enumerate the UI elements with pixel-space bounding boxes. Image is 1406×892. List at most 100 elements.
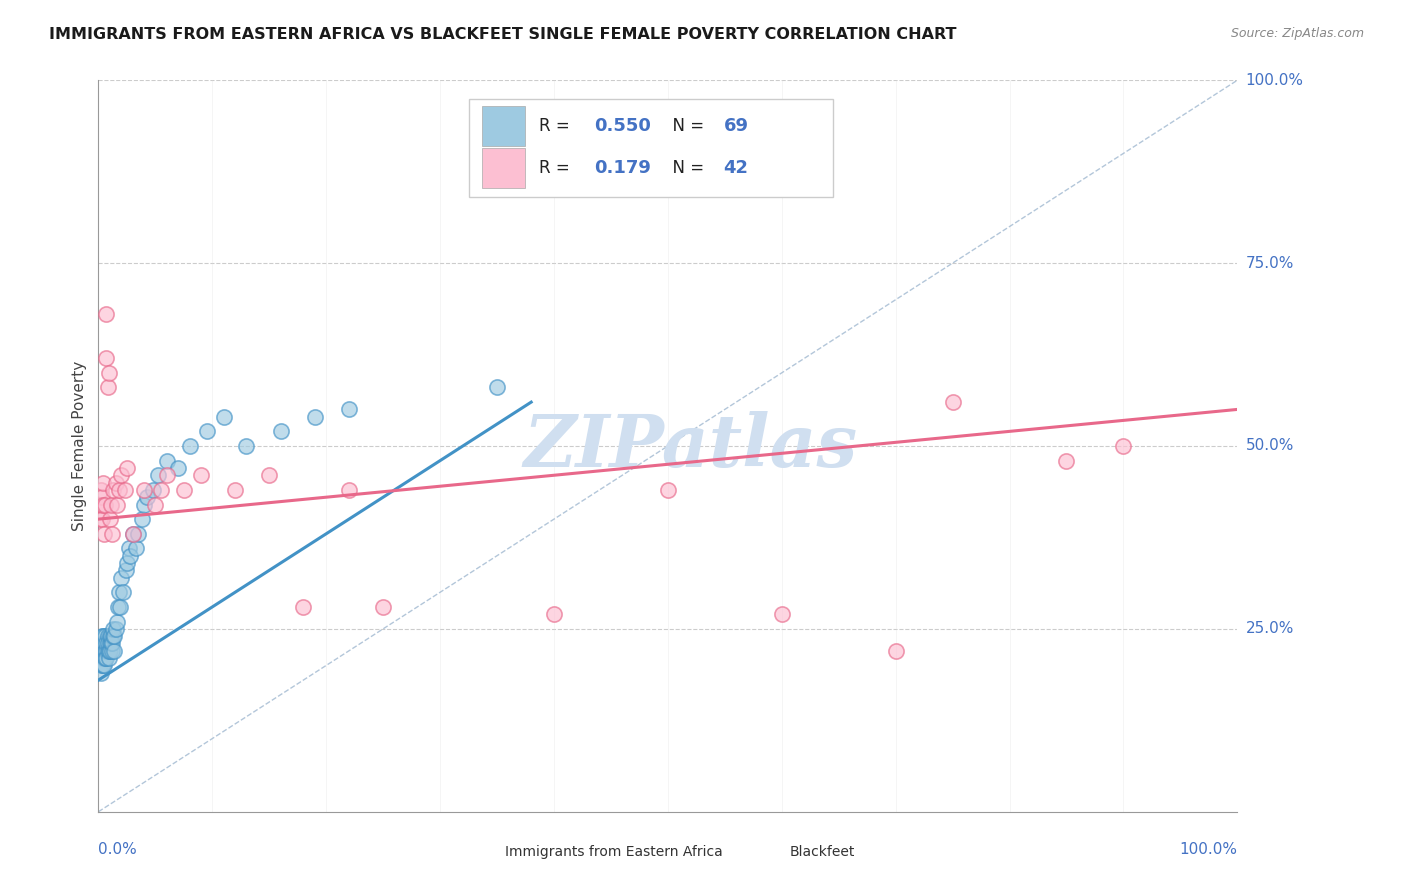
- Point: [96, 380, 118, 394]
- Point: [90, 629, 112, 643]
- Point: [90, 665, 112, 680]
- Text: 0.179: 0.179: [593, 159, 651, 177]
- Point: [101, 644, 124, 658]
- Point: [292, 599, 315, 614]
- Point: [125, 541, 148, 556]
- Point: [118, 541, 141, 556]
- Text: IMMIGRANTS FROM EASTERN AFRICA VS BLACKFEET SINGLE FEMALE POVERTY CORRELATION CH: IMMIGRANTS FROM EASTERN AFRICA VS BLACKF…: [49, 27, 956, 42]
- Point: [89, 644, 111, 658]
- Point: [91, 644, 114, 658]
- Point: [173, 483, 195, 497]
- FancyBboxPatch shape: [463, 838, 491, 867]
- Point: [112, 585, 135, 599]
- Point: [371, 599, 394, 614]
- Point: [224, 483, 246, 497]
- Point: [115, 556, 138, 570]
- Point: [90, 644, 112, 658]
- Point: [121, 526, 143, 541]
- Text: R =: R =: [538, 118, 575, 136]
- Point: [110, 468, 132, 483]
- Text: 100.0%: 100.0%: [1246, 73, 1303, 87]
- Text: 75.0%: 75.0%: [1246, 256, 1294, 270]
- Point: [90, 636, 112, 650]
- Point: [93, 651, 115, 665]
- Point: [337, 402, 360, 417]
- Text: 100.0%: 100.0%: [1180, 842, 1237, 857]
- Point: [259, 468, 281, 483]
- Point: [167, 461, 190, 475]
- Point: [108, 599, 131, 614]
- Text: 0.0%: 0.0%: [98, 842, 138, 857]
- Point: [108, 483, 131, 497]
- Point: [1054, 453, 1078, 467]
- Text: N =: N =: [662, 159, 710, 177]
- Point: [942, 395, 965, 409]
- Point: [145, 498, 167, 512]
- Point: [142, 483, 165, 497]
- Point: [304, 409, 326, 424]
- Point: [96, 651, 118, 665]
- Point: [657, 483, 679, 497]
- Point: [543, 607, 565, 622]
- Point: [101, 526, 124, 541]
- Point: [91, 629, 114, 643]
- Point: [96, 629, 118, 643]
- Point: [94, 644, 117, 658]
- Point: [97, 644, 120, 658]
- Point: [97, 366, 120, 380]
- Point: [108, 585, 131, 599]
- Point: [96, 644, 118, 658]
- Point: [146, 468, 169, 483]
- Point: [136, 490, 159, 504]
- FancyBboxPatch shape: [482, 106, 526, 146]
- Point: [131, 512, 153, 526]
- Point: [150, 483, 173, 497]
- Point: [94, 498, 117, 512]
- Point: [270, 425, 292, 439]
- Point: [90, 498, 112, 512]
- Point: [96, 307, 118, 321]
- Point: [96, 644, 118, 658]
- Point: [107, 599, 129, 614]
- Point: [93, 658, 115, 673]
- Point: [96, 351, 118, 366]
- Text: Source: ZipAtlas.com: Source: ZipAtlas.com: [1230, 27, 1364, 40]
- Point: [90, 512, 112, 526]
- Point: [486, 380, 509, 394]
- FancyBboxPatch shape: [748, 838, 776, 867]
- Point: [121, 526, 143, 541]
- Point: [90, 658, 112, 673]
- Text: N =: N =: [662, 118, 710, 136]
- FancyBboxPatch shape: [468, 99, 832, 197]
- Text: 50.0%: 50.0%: [1246, 439, 1294, 453]
- Point: [91, 498, 114, 512]
- Point: [91, 475, 114, 490]
- Point: [115, 461, 138, 475]
- Point: [103, 629, 125, 643]
- Point: [104, 475, 127, 490]
- Text: 25.0%: 25.0%: [1246, 622, 1294, 636]
- Point: [96, 636, 118, 650]
- Point: [179, 439, 201, 453]
- Point: [190, 468, 212, 483]
- Text: 42: 42: [724, 159, 748, 177]
- Point: [337, 483, 360, 497]
- Point: [103, 622, 125, 636]
- Point: [89, 512, 111, 526]
- Point: [105, 615, 128, 629]
- Point: [103, 629, 125, 643]
- Point: [100, 629, 122, 643]
- Point: [94, 629, 117, 643]
- Point: [156, 453, 179, 467]
- Point: [96, 636, 118, 650]
- FancyBboxPatch shape: [482, 148, 526, 188]
- Point: [110, 571, 132, 585]
- Text: Blackfeet: Blackfeet: [790, 845, 855, 859]
- Point: [93, 636, 115, 650]
- Text: Immigrants from Eastern Africa: Immigrants from Eastern Africa: [505, 845, 723, 859]
- Point: [100, 636, 122, 650]
- Point: [770, 607, 793, 622]
- Y-axis label: Single Female Poverty: Single Female Poverty: [72, 361, 87, 531]
- Point: [90, 490, 112, 504]
- Point: [89, 658, 111, 673]
